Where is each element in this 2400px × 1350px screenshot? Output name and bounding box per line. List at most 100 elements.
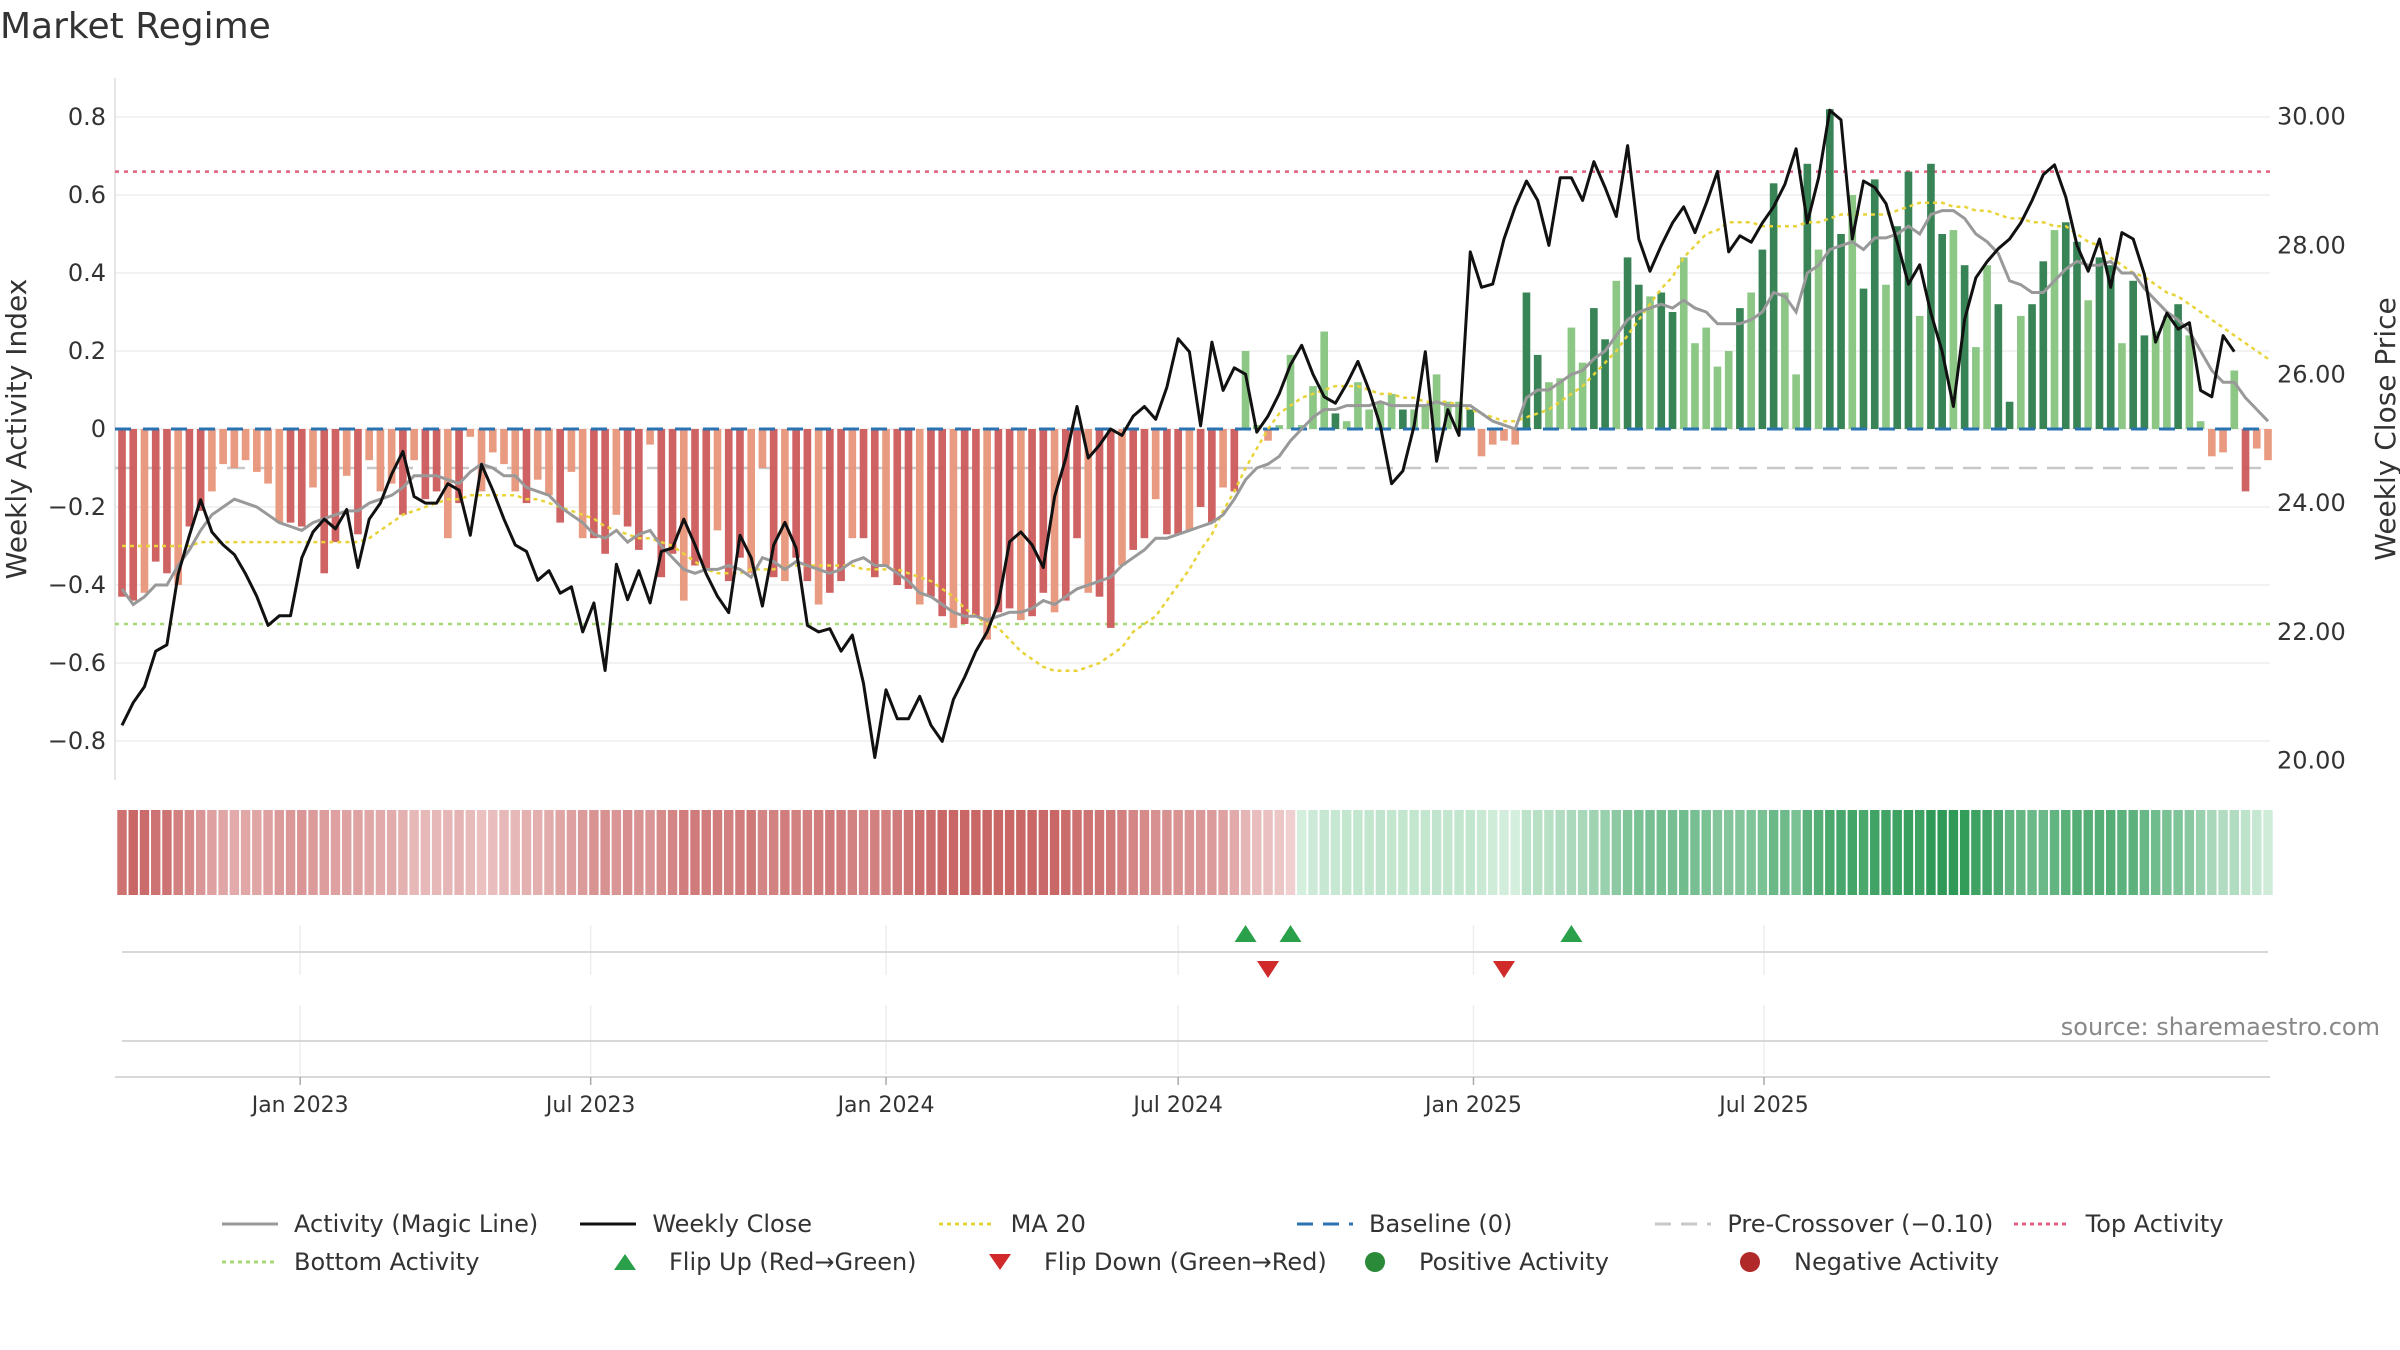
activity-bar bbox=[140, 429, 149, 593]
activity-bar bbox=[713, 429, 722, 531]
activity-bar bbox=[1848, 195, 1857, 429]
regime-band-cell bbox=[263, 810, 273, 895]
activity-bar bbox=[2118, 343, 2126, 429]
activity-bar bbox=[691, 429, 699, 566]
activity-bar bbox=[151, 429, 160, 562]
activity-bar bbox=[2241, 429, 2250, 492]
activity-bar bbox=[1005, 429, 1014, 609]
regime-band-cell bbox=[274, 810, 285, 895]
regime-band-cell bbox=[431, 810, 442, 895]
regime-band-cell bbox=[398, 810, 408, 895]
regime-band-cell bbox=[903, 810, 914, 895]
activity-bar bbox=[1017, 429, 1025, 621]
activity-bar bbox=[2185, 335, 2194, 429]
regime-band-cell bbox=[1195, 810, 1206, 895]
right-y-axis-label: Weekly Close Price bbox=[2369, 297, 2400, 560]
activity-bar bbox=[1590, 308, 1598, 429]
line-dashed-icon bbox=[1655, 1222, 1712, 1226]
regime-band-cell bbox=[218, 810, 228, 895]
left-y-tick-label: 0.6 bbox=[68, 181, 106, 209]
activity-bar bbox=[1140, 429, 1149, 539]
regime-band-cell bbox=[2229, 810, 2240, 895]
activity-bar bbox=[1488, 429, 1497, 445]
regime-band-cell bbox=[1656, 810, 1666, 895]
left-y-tick-label: 0.2 bbox=[68, 337, 106, 365]
regime-band-cell bbox=[420, 810, 431, 895]
legend-label: Pre-Crossover (−0.10) bbox=[1727, 1210, 1994, 1238]
activity-bar bbox=[747, 429, 756, 574]
activity-bar bbox=[960, 429, 969, 624]
regime-band-cell bbox=[1802, 810, 1813, 895]
activity-bar bbox=[365, 429, 374, 461]
activity-bar bbox=[1702, 327, 1711, 429]
activity-bar bbox=[724, 429, 733, 582]
regime-band-cell bbox=[2094, 810, 2105, 895]
regime-band-cell bbox=[1555, 810, 1565, 895]
activity-bar bbox=[1938, 234, 1946, 429]
activity-bar bbox=[455, 429, 463, 504]
regime-band-cell bbox=[2049, 810, 2060, 895]
regime-band-cell bbox=[2004, 810, 2015, 895]
regime-band-cell bbox=[1004, 810, 1015, 895]
legend-item: MA 20 bbox=[937, 1210, 1295, 1238]
regime-band-cell bbox=[622, 810, 633, 895]
regime-band-cell bbox=[634, 810, 644, 895]
regime-band-cell bbox=[1308, 810, 1318, 895]
regime-band-cell bbox=[768, 810, 779, 895]
activity-bar bbox=[1163, 429, 1171, 535]
activity-bar bbox=[432, 429, 441, 492]
activity-bar bbox=[1466, 409, 1475, 429]
regime-band-cell bbox=[1409, 810, 1419, 895]
regime-band-cell bbox=[1139, 810, 1150, 895]
activity-bar bbox=[1028, 429, 1036, 617]
regime-band-cell bbox=[1735, 810, 1745, 895]
regime-band-cell bbox=[1341, 810, 1352, 895]
regime-band-cell bbox=[645, 810, 655, 895]
regime-band-cell bbox=[1510, 810, 1520, 895]
activity-bar bbox=[1646, 296, 1654, 429]
activity-bar bbox=[2140, 335, 2149, 429]
regime-band-cell bbox=[330, 810, 341, 895]
activity-bar bbox=[1129, 429, 1138, 550]
regime-band-cell bbox=[791, 810, 801, 895]
activity-bar bbox=[1870, 179, 1879, 429]
x-tick-label: Jul 2023 bbox=[544, 1093, 636, 1118]
activity-bar bbox=[1736, 308, 1744, 429]
activity-bar bbox=[1545, 382, 1553, 429]
legend-item: Bottom Activity bbox=[220, 1248, 595, 1276]
activity-bar bbox=[1657, 292, 1666, 429]
activity-bar bbox=[556, 429, 565, 523]
left-y-axis-label: Weekly Activity Index bbox=[0, 279, 33, 580]
regime-band-cell bbox=[915, 810, 925, 895]
activity-bar bbox=[1286, 354, 1295, 429]
activity-bar bbox=[264, 429, 272, 484]
legend-label: Flip Up (Red→Green) bbox=[669, 1248, 917, 1276]
regime-band-cell bbox=[690, 810, 700, 895]
regime-band-cell bbox=[881, 810, 891, 895]
regime-band-cell bbox=[1780, 810, 1790, 895]
activity-bar bbox=[814, 429, 823, 605]
activity-bar bbox=[1882, 284, 1890, 429]
regime-band-cell bbox=[577, 810, 588, 895]
activity-bar bbox=[2016, 315, 2025, 429]
regime-band-cell bbox=[2150, 810, 2161, 895]
activity-bar bbox=[2264, 429, 2272, 461]
regime-band-cell bbox=[566, 810, 577, 895]
activity-bar bbox=[1769, 183, 1778, 429]
activity-bar bbox=[488, 429, 497, 453]
regime-band-cell bbox=[2083, 810, 2093, 895]
regime-band-cell bbox=[2240, 810, 2251, 895]
activity-bar bbox=[1949, 230, 1958, 429]
regime-band-cell bbox=[2016, 810, 2026, 895]
regime-band-cell bbox=[1173, 810, 1183, 895]
triangle-down-icon bbox=[989, 1254, 1011, 1270]
activity-bar bbox=[1781, 292, 1789, 429]
regime-band-cell bbox=[1297, 810, 1307, 895]
legend-row: Bottom Activity Flip Up (Red→Green) Flip D… bbox=[220, 1243, 2370, 1281]
line-dashed-icon bbox=[1296, 1222, 1353, 1226]
regime-band-cell bbox=[1746, 810, 1756, 895]
activity-bar bbox=[1073, 429, 1081, 539]
regime-band-cell bbox=[2218, 810, 2228, 895]
x-tick-label: Jan 2025 bbox=[1423, 1093, 1522, 1118]
activity-bar bbox=[1196, 429, 1205, 507]
